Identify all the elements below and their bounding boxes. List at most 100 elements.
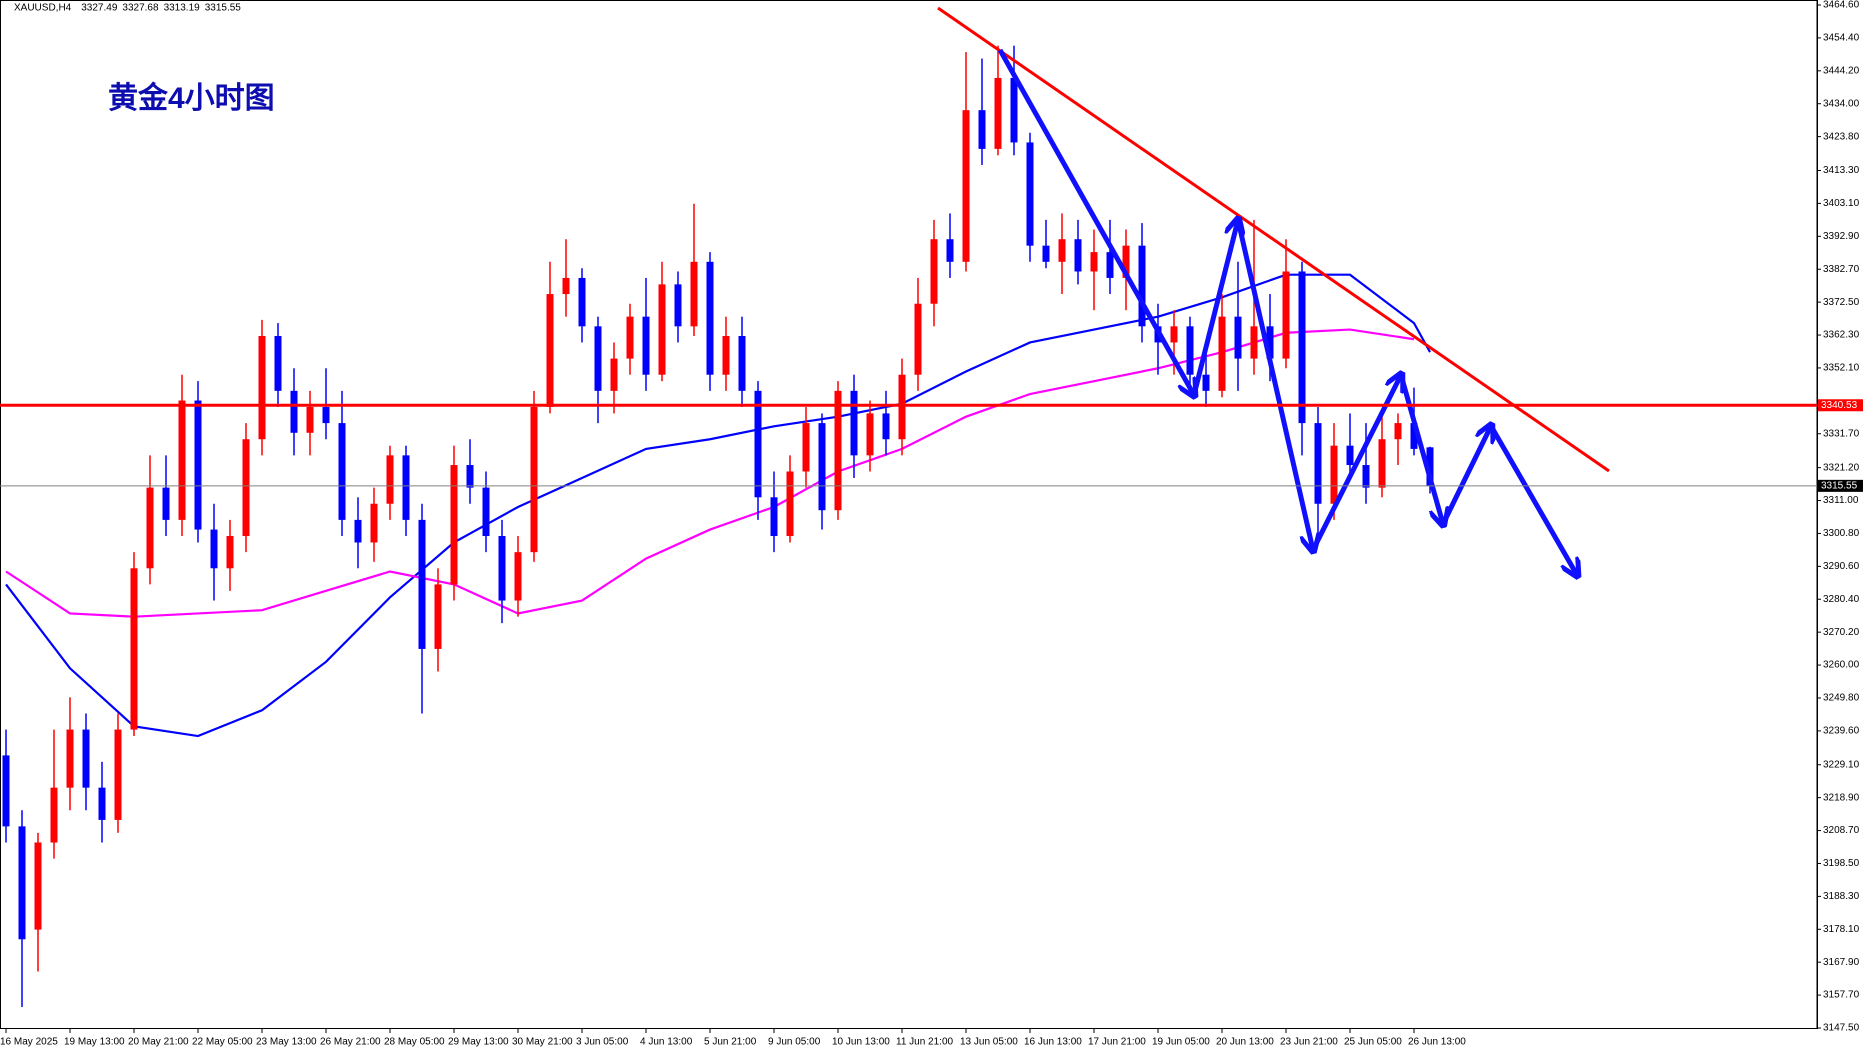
- candle-body: [1298, 271, 1306, 424]
- x-tick-label: 17 Jun 21:00: [1088, 1037, 1146, 1048]
- candle-body: [1394, 423, 1402, 440]
- y-tick-label: 3300.80: [1823, 528, 1860, 539]
- y-tick-label: 3260.00: [1823, 660, 1860, 671]
- y-tick-label: 3270.20: [1823, 627, 1860, 638]
- arrow: [1191, 220, 1238, 396]
- y-tick-label: 3249.80: [1823, 693, 1860, 704]
- candle-body: [594, 326, 602, 391]
- candle-body: [914, 303, 922, 375]
- candle-body: [114, 729, 122, 820]
- y-tick-label: 3362.30: [1823, 330, 1860, 341]
- y-tick-label: 3454.40: [1823, 33, 1860, 44]
- arrow: [1235, 219, 1313, 550]
- candle-body: [1010, 77, 1018, 143]
- y-tick-label: 3208.70: [1823, 825, 1860, 836]
- arrow: [1440, 426, 1491, 526]
- y-tick-label: 3352.10: [1823, 363, 1860, 374]
- x-tick-label: 9 Jun 05:00: [768, 1037, 821, 1048]
- x-tick-label: 25 Jun 05:00: [1344, 1037, 1402, 1048]
- x-tick-label: 26 May 21:00: [320, 1037, 381, 1048]
- header: XAUUSD,H4 3327.49 3327.68 3313.19 3315.55: [14, 3, 241, 14]
- y-tick-label: 3188.30: [1823, 891, 1860, 902]
- candle-body: [882, 413, 890, 440]
- price-tag: [1818, 479, 1863, 492]
- y-tick-label: 3178.10: [1823, 924, 1860, 935]
- candle-body: [1122, 245, 1130, 278]
- candle-body: [1202, 374, 1210, 391]
- candle-body: [1426, 447, 1434, 486]
- x-tick-label: 23 Jun 21:00: [1280, 1037, 1338, 1048]
- candle-body: [386, 455, 394, 504]
- candle-body: [786, 471, 794, 537]
- y-tick-label: 3434.00: [1823, 98, 1860, 109]
- candle-body: [466, 465, 474, 488]
- candle-body: [546, 294, 554, 407]
- candle-body: [450, 465, 458, 585]
- candle-body: [994, 77, 1002, 149]
- x-tick-label: 28 May 05:00: [384, 1037, 445, 1048]
- y-tick-label: 3198.50: [1823, 858, 1860, 869]
- candle-body: [338, 423, 346, 520]
- candle-body: [1218, 316, 1226, 391]
- candle-body: [674, 284, 682, 327]
- candle-body: [1058, 239, 1066, 262]
- candle-body: [82, 729, 90, 788]
- trend-line: [937, 6, 1610, 473]
- candle-body: [1138, 245, 1146, 327]
- price-tag-label: 3340.53: [1821, 400, 1858, 411]
- x-tick-label: 23 May 13:00: [256, 1037, 317, 1048]
- candle-body: [850, 390, 858, 456]
- candle-body: [98, 787, 106, 820]
- y-tick-label: 3444.20: [1823, 65, 1860, 76]
- x-tick-label: 20 May 21:00: [128, 1037, 189, 1048]
- chart-title: 黄金4小时图: [108, 81, 275, 115]
- price-tag: [1818, 399, 1863, 412]
- candle-body: [226, 536, 234, 569]
- candle-body: [610, 358, 618, 391]
- candle-body: [626, 316, 634, 359]
- moving-averages: [5, 273, 1431, 738]
- candle-body: [1026, 142, 1034, 246]
- candle-body: [562, 277, 570, 295]
- candle-body: [1234, 316, 1242, 359]
- candle-body: [946, 239, 954, 262]
- annotations: [937, 6, 1610, 575]
- candle-body: [1346, 445, 1354, 466]
- header-price: 3327.68: [122, 3, 159, 14]
- candle-body: [930, 239, 938, 304]
- candle-body: [18, 826, 26, 940]
- candle-body: [722, 335, 730, 375]
- y-tick-label: 3321.20: [1823, 462, 1860, 473]
- candle-body: [706, 261, 714, 375]
- x-tick-label: 3 Jun 05:00: [576, 1037, 629, 1048]
- y-tick-label: 3218.90: [1823, 792, 1860, 803]
- candle-body: [1410, 423, 1418, 449]
- candle-body: [962, 110, 970, 262]
- y-tick-label: 3311.00: [1823, 495, 1859, 506]
- header-price: 3315.55: [205, 3, 242, 14]
- x-tick-label: 19 May 13:00: [64, 1037, 125, 1048]
- moving-average: [5, 273, 1431, 738]
- y-tick-label: 3392.90: [1823, 231, 1860, 242]
- candle-body: [322, 406, 330, 424]
- candle-body: [1186, 326, 1194, 375]
- candle-body: [162, 487, 170, 520]
- candle-body: [242, 439, 250, 537]
- candle-body: [1090, 252, 1098, 272]
- candle-body: [290, 390, 298, 433]
- candle-body: [642, 316, 650, 375]
- candle-body: [258, 335, 266, 440]
- candle-body: [770, 497, 778, 537]
- candle-body: [306, 406, 314, 433]
- plot-frame: [0, 0, 1818, 1029]
- candle-body: [978, 110, 986, 149]
- x-tick-label: 29 May 13:00: [448, 1037, 509, 1048]
- candle-body: [1330, 445, 1338, 504]
- candle-body: [530, 406, 538, 553]
- x-tick-label: 30 May 21:00: [512, 1037, 573, 1048]
- x-tick-label: 5 Jun 21:00: [704, 1037, 757, 1048]
- candle-body: [498, 536, 506, 601]
- candle-body: [834, 390, 842, 511]
